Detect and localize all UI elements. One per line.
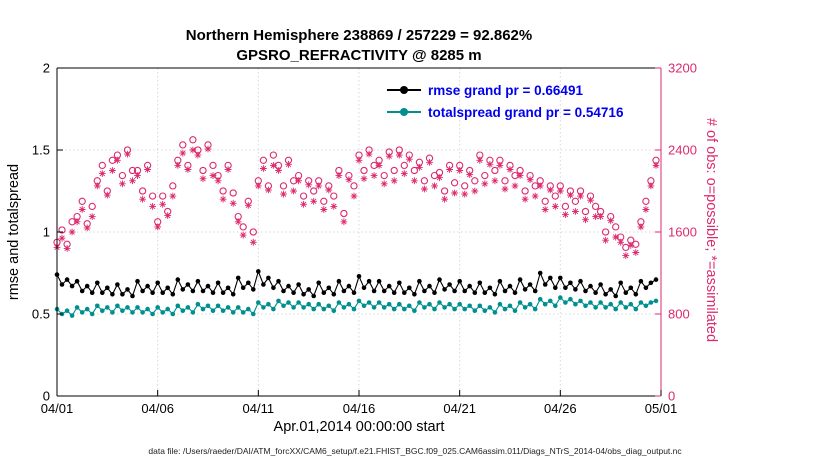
legend: rmse grand pr = 0.66491 totalspread gran… (387, 79, 623, 123)
data-file-caption: data file: /Users/raeder/DAI/ATM_forcXX/… (148, 446, 682, 456)
svg-text:04/01: 04/01 (41, 401, 74, 416)
svg-text:0: 0 (668, 389, 675, 404)
svg-text:0: 0 (43, 389, 50, 404)
svg-text:1600: 1600 (668, 225, 697, 240)
svg-text:1: 1 (43, 225, 50, 240)
svg-text:04/11: 04/11 (243, 401, 275, 416)
svg-text:1.5: 1.5 (32, 143, 50, 158)
right-axis-label: # of obs: o=possible; *=assimilated (703, 117, 719, 343)
svg-text:05/01: 05/01 (645, 401, 678, 416)
svg-text:04/06: 04/06 (141, 401, 174, 416)
svg-text:2: 2 (43, 61, 50, 76)
svg-text:04/26: 04/26 (544, 401, 577, 416)
svg-text:3200: 3200 (668, 61, 697, 76)
rmse-legend-marker-icon (387, 85, 421, 95)
svg-text:0.5: 0.5 (32, 307, 50, 322)
totalspread-legend-label: totalspread grand pr = 0.54716 (428, 104, 624, 120)
chart-title-line2: GPSRO_REFRACTIVITY @ 8285 m (236, 47, 482, 64)
chart-title-line1: Northern Hemisphere 238869 / 257229 = 92… (185, 27, 533, 44)
left-axis-label: rmse and totalspread (6, 163, 22, 301)
totalspread-legend-marker-icon (387, 107, 421, 117)
svg-text:04/21: 04/21 (443, 401, 476, 416)
legend-entry: rmse grand pr = 0.66491 (387, 79, 623, 101)
svg-text:2400: 2400 (668, 143, 697, 158)
svg-text:800: 800 (668, 307, 690, 322)
svg-text:04/16: 04/16 (343, 401, 376, 416)
rmse-legend-label: rmse grand pr = 0.66491 (428, 82, 583, 98)
x-axis-label: Apr.01,2014 00:00:00 start (273, 419, 445, 435)
legend-entry: totalspread grand pr = 0.54716 (387, 101, 623, 123)
